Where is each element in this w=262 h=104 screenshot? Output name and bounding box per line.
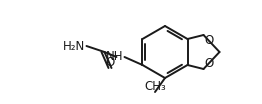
Text: NH: NH	[106, 50, 123, 63]
Text: O: O	[106, 56, 115, 69]
Text: O: O	[205, 57, 214, 70]
Text: H₂N: H₂N	[63, 40, 85, 53]
Text: CH₃: CH₃	[144, 80, 166, 93]
Text: O: O	[205, 34, 214, 47]
